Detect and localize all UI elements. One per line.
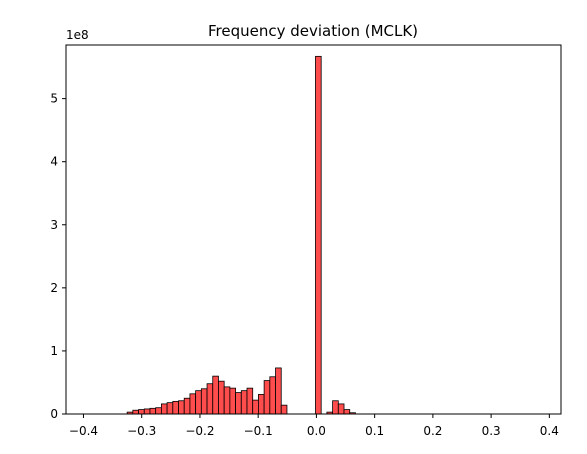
x-tick-label: −0.1 bbox=[244, 424, 273, 438]
x-tick-label: 0.1 bbox=[365, 424, 384, 438]
histogram-bar bbox=[155, 407, 162, 415]
y-tick-label: 2 bbox=[50, 281, 58, 295]
x-tick-label: −0.2 bbox=[185, 424, 214, 438]
histogram-bar bbox=[166, 402, 174, 415]
histogram-bar bbox=[223, 386, 231, 415]
histogram-bar bbox=[315, 55, 322, 415]
x-tick-label: −0.4 bbox=[69, 424, 98, 438]
x-tick-label: −0.3 bbox=[127, 424, 156, 438]
histogram-bar bbox=[138, 409, 145, 415]
histogram-bar bbox=[269, 376, 276, 415]
histogram-bar bbox=[183, 397, 191, 415]
histogram-bar bbox=[263, 380, 271, 415]
histogram-bar bbox=[258, 394, 265, 415]
x-tick-label: 0.0 bbox=[307, 424, 326, 438]
histogram-bar bbox=[195, 390, 202, 415]
histogram-bar bbox=[200, 388, 208, 415]
histogram-bar bbox=[229, 387, 236, 415]
histogram-bar bbox=[143, 408, 151, 415]
histogram-bar bbox=[160, 403, 168, 415]
y-axis-offset-label: 1e8 bbox=[66, 28, 89, 42]
x-axis: −0.4 −0.3 −0.2 −0.1 0.0 0.1 0.2 0.3 0.4 bbox=[69, 414, 559, 438]
x-tick-label: 0.3 bbox=[482, 424, 501, 438]
histogram-bar bbox=[246, 387, 254, 415]
x-tick-label: 0.2 bbox=[423, 424, 442, 438]
histogram-bar bbox=[275, 367, 282, 415]
y-axis: 0 1 2 3 4 5 bbox=[50, 92, 66, 421]
histogram-bar bbox=[178, 400, 185, 415]
histogram-bar bbox=[189, 393, 197, 415]
y-tick-label: 3 bbox=[50, 218, 58, 232]
histogram-bar bbox=[343, 409, 351, 415]
histogram-bar bbox=[252, 399, 259, 415]
chart-title: Frequency deviation (MCLK) bbox=[208, 22, 418, 40]
x-tick-label: 0.4 bbox=[540, 424, 559, 438]
y-tick-label: 4 bbox=[50, 155, 58, 169]
histogram-bar bbox=[172, 400, 179, 415]
y-tick-label: 1 bbox=[50, 344, 58, 358]
histogram-bar bbox=[235, 392, 242, 415]
histogram-bar bbox=[218, 380, 225, 415]
histogram-bar bbox=[149, 407, 157, 415]
y-tick-label: 0 bbox=[50, 407, 58, 421]
histogram-bars bbox=[126, 55, 356, 415]
histogram-bar bbox=[337, 403, 345, 415]
histogram-bar bbox=[240, 390, 248, 415]
histogram-bar bbox=[206, 383, 214, 415]
histogram-bar bbox=[332, 400, 339, 415]
histogram-bar bbox=[280, 404, 288, 415]
histogram-bar bbox=[212, 375, 219, 415]
histogram-bar bbox=[132, 409, 139, 415]
plot-area-frame bbox=[65, 44, 562, 415]
y-tick-label: 5 bbox=[50, 92, 58, 106]
